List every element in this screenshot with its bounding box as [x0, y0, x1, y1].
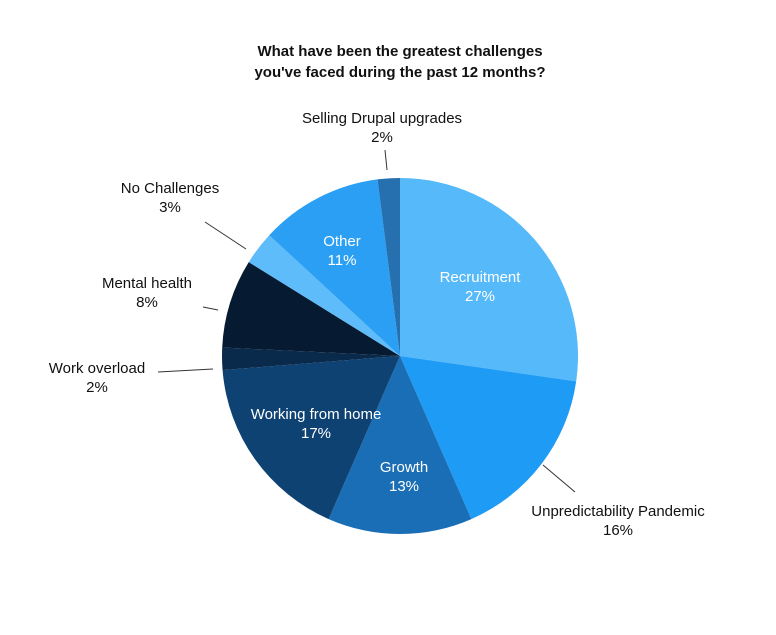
pie-slice — [222, 347, 400, 371]
slice-label: Unpredictability Pandemic — [531, 503, 705, 520]
slice-label: Selling Drupal upgrades — [302, 110, 462, 127]
pie-slice — [222, 262, 400, 356]
slice-value-label: 27% — [465, 288, 495, 305]
slice-label: Growth — [380, 459, 428, 476]
leader-line — [204, 221, 247, 250]
slice-value-label: 17% — [301, 425, 331, 442]
slice-label: Recruitment — [440, 269, 522, 286]
slice-label: Other — [323, 233, 361, 250]
pie-slice — [377, 178, 400, 356]
slice-value-label: 2% — [86, 379, 108, 396]
leader-line — [542, 464, 576, 493]
slice-value-label: 16% — [603, 522, 633, 539]
slice-label: No Challenges — [121, 180, 219, 197]
pie-slice — [222, 356, 400, 520]
leader-line — [157, 368, 214, 373]
slice-label: Mental health — [102, 275, 192, 292]
pie-slice — [248, 235, 400, 356]
slice-label: Working from home — [251, 406, 382, 423]
slice-value-label: 2% — [371, 129, 393, 146]
pie-slice — [328, 356, 472, 534]
pie-slice — [269, 179, 400, 356]
pie-slice — [400, 178, 578, 382]
slice-value-label: 3% — [159, 199, 181, 216]
slice-value-label: 11% — [328, 252, 357, 269]
slice-value-label: 8% — [136, 294, 158, 311]
slice-label: Work overload — [49, 360, 145, 377]
pie-slice — [400, 356, 577, 520]
chart-title: What have been the greatest challenges — [257, 43, 542, 60]
chart-title: you've faced during the past 12 months? — [254, 64, 545, 81]
leader-line — [384, 149, 388, 171]
leader-line — [202, 306, 219, 311]
slice-value-label: 13% — [389, 478, 419, 495]
